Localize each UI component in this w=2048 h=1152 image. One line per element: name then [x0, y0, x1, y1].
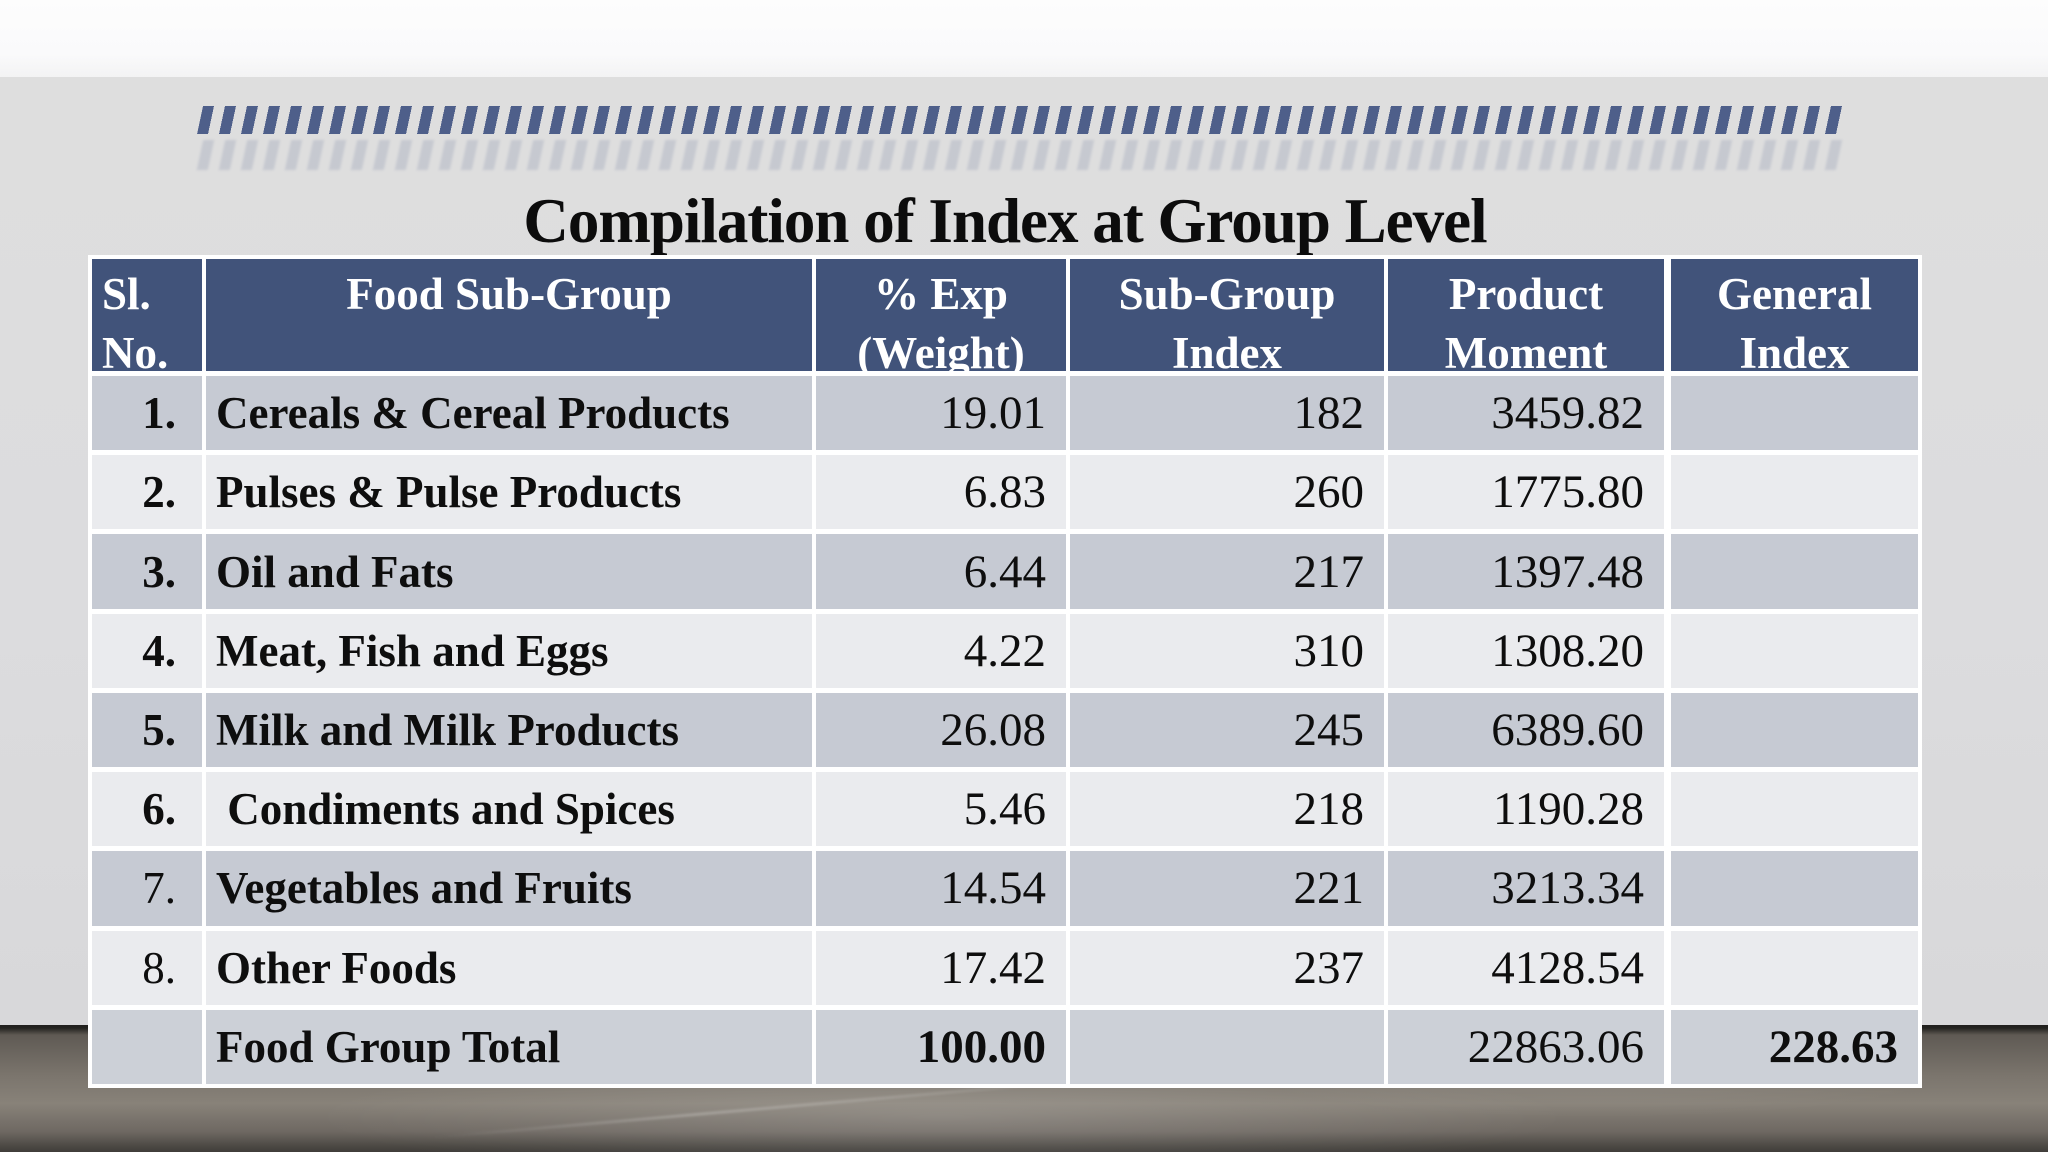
- cell-subgroup-index: 310: [1070, 613, 1384, 688]
- cell-product-moment: 6389.60: [1388, 692, 1664, 768]
- cell-food-subgroup: Milk and Milk Products: [206, 692, 812, 768]
- cell-exp-weight: 4.22: [816, 613, 1066, 688]
- slide-title-prefix: Compilation of Index at: [523, 186, 1158, 257]
- cell-general-index: [1668, 930, 1918, 1005]
- column-header-2: % Exp (Weight): [816, 259, 1066, 371]
- cell-food-subgroup: Other Foods: [206, 930, 812, 1005]
- cell-sl-no: 1.: [92, 376, 202, 451]
- column-header-1: Food Sub-Group: [206, 259, 812, 371]
- cell-exp-weight: 19.01: [816, 376, 1066, 451]
- cell-general-index: [1668, 613, 1918, 688]
- cell-subgroup-index: 182: [1070, 376, 1384, 451]
- cell-subgroup-index: 245: [1070, 692, 1384, 768]
- column-header-5: General Index: [1668, 259, 1918, 371]
- cell-sl-no: 3.: [92, 534, 202, 609]
- cell-general-index: [1668, 772, 1918, 847]
- cell-product-moment: 1308.20: [1388, 613, 1664, 688]
- cell-food-subgroup: Vegetables and Fruits: [206, 851, 812, 926]
- cell-sl-no: 2.: [92, 455, 202, 530]
- cell-general-index: [1668, 534, 1918, 609]
- column-header-3: Sub-Group Index: [1070, 259, 1384, 371]
- cell-subgroup-index: 221: [1070, 851, 1384, 926]
- cell-general-index: [1668, 851, 1918, 926]
- cell-product-moment: 3213.34: [1388, 851, 1664, 926]
- cell-sl-no: 6.: [92, 772, 202, 847]
- total-cell-product-moment: 22863.06: [1388, 1009, 1664, 1084]
- cell-exp-weight: 26.08: [816, 692, 1066, 768]
- column-header-0: Sl. No.: [92, 259, 202, 371]
- column-header-4: Product Moment: [1388, 259, 1664, 371]
- cell-product-moment: 1775.80: [1388, 455, 1664, 530]
- total-cell-label: Food Group Total: [206, 1009, 812, 1084]
- top-white-strip: [0, 0, 2048, 77]
- cell-general-index: [1668, 692, 1918, 768]
- cell-food-subgroup: Condiments and Spices: [206, 772, 812, 847]
- cell-exp-weight: 17.42: [816, 930, 1066, 1005]
- cell-general-index: [1668, 376, 1918, 451]
- cell-sl-no: 5.: [92, 692, 202, 768]
- cell-exp-weight: 14.54: [816, 851, 1066, 926]
- slide-title: Compilation of Index at Group Level: [88, 185, 1922, 266]
- slanted-dash-strip-icon: [197, 106, 1843, 134]
- cell-subgroup-index: 260: [1070, 455, 1384, 530]
- total-cell-general-index: 228.63: [1668, 1009, 1918, 1084]
- total-cell-exp-weight: 100.00: [816, 1009, 1066, 1084]
- cell-general-index: [1668, 455, 1918, 530]
- cell-food-subgroup: Cereals & Cereal Products: [206, 376, 812, 451]
- cell-subgroup-index: 217: [1070, 534, 1384, 609]
- index-table: Sl. No. Food Sub-Group% Exp (Weight) Sub-G…: [88, 255, 1922, 1088]
- cell-subgroup-index: 237: [1070, 930, 1384, 1005]
- cell-product-moment: 3459.82: [1388, 376, 1664, 451]
- cell-product-moment: 1397.48: [1388, 534, 1664, 609]
- cell-subgroup-index: 218: [1070, 772, 1384, 847]
- cell-sl-no: 7.: [92, 851, 202, 926]
- cell-product-moment: 1190.28: [1388, 772, 1664, 847]
- cell-exp-weight: 6.83: [816, 455, 1066, 530]
- cell-exp-weight: 5.46: [816, 772, 1066, 847]
- total-cell-subgroup-index: [1070, 1009, 1384, 1084]
- cell-food-subgroup: Oil and Fats: [206, 534, 812, 609]
- cell-exp-weight: 6.44: [816, 534, 1066, 609]
- slanted-dash-strip-reflection-icon: [196, 140, 1844, 170]
- slide-title-emphasis-underlined: Group Level: [1157, 186, 1488, 266]
- total-cell-sl-no: [92, 1009, 202, 1084]
- cell-food-subgroup: Meat, Fish and Eggs: [206, 613, 812, 688]
- cell-product-moment: 4128.54: [1388, 930, 1664, 1005]
- cell-sl-no: 4.: [92, 613, 202, 688]
- cell-sl-no: 8.: [92, 930, 202, 1005]
- cell-food-subgroup: Pulses & Pulse Products: [206, 455, 812, 530]
